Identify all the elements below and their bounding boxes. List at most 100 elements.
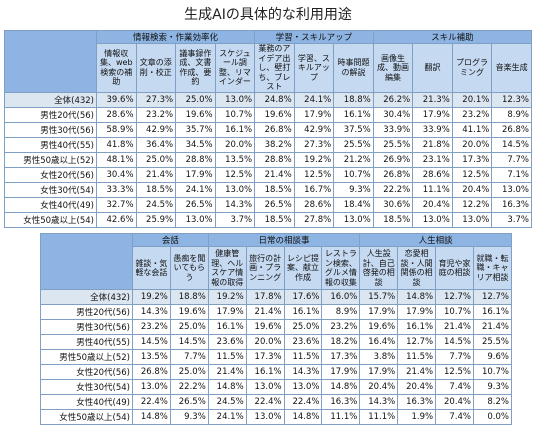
cell: 10.7% bbox=[435, 304, 475, 320]
cell: 17.9% bbox=[412, 106, 453, 123]
cell: 25.0% bbox=[169, 364, 209, 380]
cell: 14.3% bbox=[214, 196, 256, 213]
cell: 22.4% bbox=[245, 394, 285, 410]
cell: 24.5% bbox=[135, 196, 177, 213]
cell: 12.3% bbox=[491, 91, 532, 108]
cell: 22.2% bbox=[169, 379, 209, 395]
cell: 15.7% bbox=[359, 289, 399, 305]
data-row: 女性40代(49) 32.7% 24.5% 26.5% 14.3% 26.5% 28.6% 1… bbox=[4, 196, 532, 213]
data-row: 女性30代(54) 33.3% 18.5% 24.1% 13.0% 18.5% 16.7% 9… bbox=[4, 181, 532, 198]
corner bbox=[40, 233, 133, 290]
cell: 48.1% bbox=[96, 151, 137, 168]
column-header: 旅行の計画・プランニング bbox=[245, 246, 285, 290]
group-header: 人生相談 bbox=[359, 233, 512, 247]
cell: 24.1% bbox=[293, 91, 335, 108]
cell: 41.1% bbox=[451, 121, 493, 138]
cell: 17.9% bbox=[293, 106, 335, 123]
cell: 26.8% bbox=[372, 166, 414, 183]
cell: 20.4% bbox=[359, 379, 399, 395]
cell: 11.5% bbox=[397, 349, 437, 365]
cell: 39.6% bbox=[96, 91, 137, 108]
data-row: 男性50歳以上(52) 48.1% 25.0% 28.8% 13.5% 28.8% 19.2… bbox=[4, 151, 532, 168]
data-row: 男性50歳以上(52) 13.5% 7.7% 11.5% 17.3% 11.5% 17.3%… bbox=[40, 349, 512, 365]
row-label: 男性50歳以上(52) bbox=[40, 349, 133, 365]
cell: 7.7% bbox=[169, 349, 209, 365]
cell: 18.5% bbox=[254, 211, 295, 228]
cell: 14.3% bbox=[132, 304, 171, 320]
cell: 42.9% bbox=[135, 121, 177, 138]
cell: 13.0% bbox=[214, 181, 256, 198]
column-header: 人生設計、自己啓発の相談 bbox=[359, 246, 399, 290]
cell: 7.4% bbox=[435, 409, 475, 425]
cell: 25.0% bbox=[135, 151, 177, 168]
group-header: 学習・スキルアップ bbox=[254, 30, 374, 44]
cell: 21.3% bbox=[412, 91, 453, 108]
cell: 25.0% bbox=[169, 319, 209, 335]
cell: 16.3% bbox=[397, 394, 437, 410]
cell: 19.6% bbox=[175, 106, 216, 123]
column-header: 時事問題の解説 bbox=[333, 43, 374, 93]
row-label: 女性20代(56) bbox=[40, 364, 133, 380]
column-header: 恋愛相談・人間関係の相談 bbox=[397, 246, 437, 290]
cell: 17.9% bbox=[359, 364, 399, 380]
cell: 9.3% bbox=[169, 409, 209, 425]
cell: 11.5% bbox=[207, 349, 247, 365]
column-header: 音楽生成 bbox=[491, 43, 532, 93]
row-label: 男性50歳以上(52) bbox=[4, 151, 97, 168]
column-header: 健康管理、ヘルスケア情報の取得 bbox=[207, 246, 247, 290]
cell: 38.2% bbox=[254, 136, 295, 153]
cell: 19.6% bbox=[245, 319, 285, 335]
cell: 3.7% bbox=[214, 211, 256, 228]
cell: 10.7% bbox=[333, 166, 374, 183]
cell: 23.2% bbox=[451, 106, 493, 123]
cell: 20.0% bbox=[451, 136, 493, 153]
cell: 28.6% bbox=[293, 196, 335, 213]
cell: 16.3% bbox=[321, 394, 361, 410]
cell: 18.5% bbox=[372, 211, 414, 228]
cell: 12.5% bbox=[214, 166, 256, 183]
cell: 17.6% bbox=[283, 289, 323, 305]
cell: 10.7% bbox=[214, 106, 256, 123]
data-row: 女性20代(56) 26.8% 25.0% 21.4% 16.1% 14.3% 17.9% 1… bbox=[40, 364, 512, 380]
group-header: 情報検索・作業効率化 bbox=[95, 30, 256, 44]
group-header: 会話 bbox=[132, 233, 209, 247]
cell: 20.1% bbox=[451, 91, 493, 108]
column-header: 業務のアイデア出し、壁打ち、ブレスト bbox=[254, 43, 295, 93]
cell: 33.9% bbox=[412, 121, 453, 138]
column-header: プログラミング bbox=[451, 43, 493, 93]
cell: 18.5% bbox=[254, 181, 295, 198]
row-label: 男性20代(56) bbox=[40, 304, 133, 320]
cell: 18.8% bbox=[169, 289, 209, 305]
cell: 16.1% bbox=[473, 304, 512, 320]
cell: 24.1% bbox=[207, 409, 247, 425]
data-row: 男性40代(55) 41.8% 36.4% 34.5% 20.0% 38.2% 27.3% 2… bbox=[4, 136, 532, 153]
cell: 13.0% bbox=[175, 211, 216, 228]
row-label: 女性30代(54) bbox=[40, 379, 133, 395]
cell: 13.5% bbox=[214, 151, 256, 168]
cell: 26.5% bbox=[175, 196, 216, 213]
cell: 13.0% bbox=[283, 379, 323, 395]
cell: 12.5% bbox=[293, 166, 335, 183]
cell: 11.1% bbox=[359, 409, 399, 425]
column-header: 育児や家庭の相談 bbox=[435, 246, 475, 290]
cell: 14.8% bbox=[397, 289, 437, 305]
cell: 12.7% bbox=[435, 289, 475, 305]
header-row: 雑談・気軽な会話 愚痴を聞いてもらう 健康管理、ヘルスケア情報の取得 旅行の計画・プラ… bbox=[41, 246, 512, 290]
cell: 20.0% bbox=[214, 136, 256, 153]
cell: 27.3% bbox=[135, 91, 177, 108]
cell: 16.1% bbox=[207, 319, 247, 335]
cell: 12.7% bbox=[397, 334, 437, 350]
cell: 30.6% bbox=[372, 196, 414, 213]
cell: 13.0% bbox=[491, 181, 532, 198]
cell: 11.1% bbox=[412, 181, 453, 198]
row-label: 女性30代(54) bbox=[4, 181, 97, 198]
cell: 17.8% bbox=[245, 289, 285, 305]
header-row: 会話 日常の相談事 人生相談 bbox=[40, 233, 512, 290]
cell: 7.1% bbox=[491, 166, 532, 183]
cell: 25.5% bbox=[333, 136, 374, 153]
data-row: 全体(432) 39.6% 27.3% 25.0% 13.0% 24.8% 24.1% 18.… bbox=[4, 91, 532, 108]
cell: 17.9% bbox=[175, 166, 216, 183]
cell: 20.4% bbox=[435, 394, 475, 410]
cell: 20.0% bbox=[245, 334, 285, 350]
